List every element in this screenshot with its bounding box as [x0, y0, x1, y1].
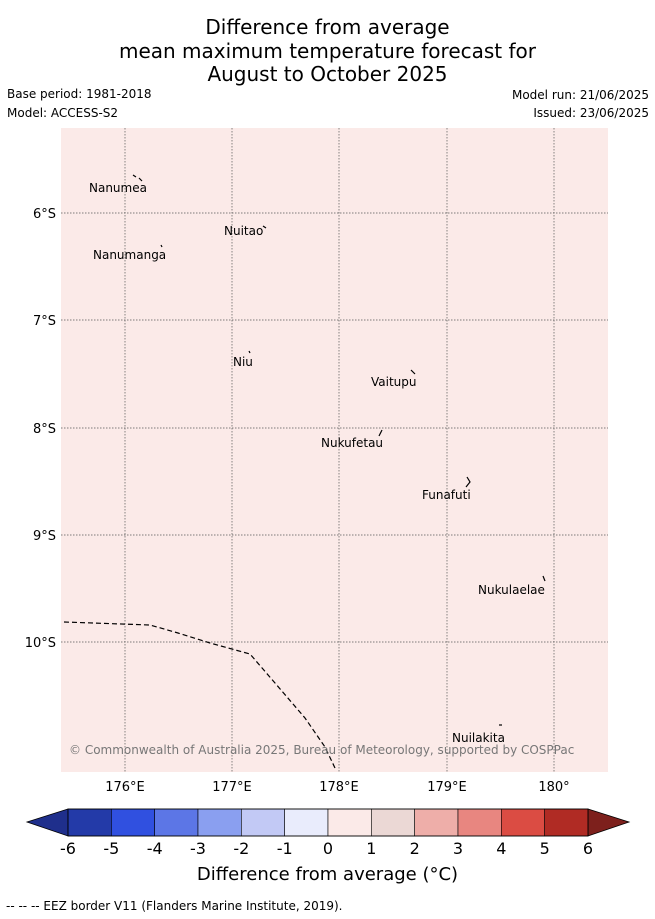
island-label-vaitupu: Vaitupu	[371, 375, 417, 389]
colorbar-tick: -1	[276, 839, 293, 858]
lon-tick-179e: 179°E	[427, 780, 467, 795]
colorbar-tick: -2	[233, 839, 250, 858]
colorbar-cell	[327, 808, 372, 837]
colorbar-tick: -3	[190, 839, 206, 858]
lat-tick-7s: 7°S	[33, 314, 56, 329]
island-shape-vaitupu	[410, 369, 416, 375]
colorbar-tick: -6	[60, 839, 76, 858]
lat-tick-9s: 9°S	[33, 529, 56, 544]
island-shape-nukufetau	[378, 429, 383, 437]
colorbar-frame	[67, 808, 589, 837]
island-shape-nanumea	[132, 174, 143, 182]
chart-title: Difference from average mean maximum tem…	[0, 15, 655, 87]
island-shape-nukulaelae	[542, 575, 546, 582]
lat-tick-8s: 8°S	[33, 422, 56, 437]
model-run: Model run: 21/06/2025	[511, 88, 649, 102]
colorbar-cell	[241, 808, 285, 837]
island-label-funafuti: Funafuti	[422, 488, 471, 502]
colorbar-tick: -4	[146, 839, 163, 858]
island-shape-nuitao	[262, 225, 267, 229]
base-period: Base period: 1981-2018	[7, 87, 152, 101]
lon-tick-180: 180°	[538, 780, 569, 795]
colorbar-cell	[111, 808, 155, 837]
lon-tick-178e: 178°E	[319, 780, 359, 795]
gridlines	[61, 128, 608, 772]
title-line-1: Difference from average	[205, 15, 450, 39]
colorbar-cell	[457, 808, 502, 837]
island-shape-niu	[248, 350, 251, 354]
colorbar-cell	[501, 808, 545, 837]
colorbar-tick: 3	[452, 839, 464, 858]
colorbar-tick: 0	[322, 839, 334, 858]
eez-border	[63, 621, 336, 769]
colorbar-cell	[414, 808, 459, 837]
colorbar-cell	[544, 808, 589, 837]
island-label-nuilakita: Nuilakita	[452, 731, 505, 745]
colorbar-cell	[197, 808, 242, 837]
eez-legend-note: -- -- -- EEZ border V11 (Flanders Marine…	[6, 899, 343, 913]
island-label-nukufetau: Nukufetau	[321, 436, 383, 450]
island-shape-nanumanga	[160, 244, 163, 248]
island-label-nanumanga: Nanumanga	[93, 248, 166, 262]
colorbar-cell	[67, 808, 112, 837]
island-shape-funafuti	[465, 476, 471, 488]
lat-tick-10s: 10°S	[25, 636, 56, 651]
colorbar-tick: 4	[496, 839, 507, 858]
island-shapes	[132, 174, 546, 726]
island-label-nanumea: Nanumea	[89, 181, 147, 195]
map-background	[61, 128, 608, 772]
colorbar-cell	[284, 808, 329, 837]
colorbar-cell	[154, 808, 199, 837]
title-line-2: mean maximum temperature forecast for	[118, 38, 536, 63]
model-name: Model: ACCESS-S2	[7, 106, 119, 120]
lon-tick-177e: 177°E	[212, 780, 252, 795]
title-line-3: August to October 2025	[207, 62, 448, 86]
colorbar-tick: -5	[103, 839, 120, 858]
colorbar-tick: 2	[409, 839, 420, 858]
colorbar	[25, 808, 631, 837]
island-label-nukulaelae: Nukulaelae	[478, 583, 545, 597]
lat-tick-6s: 6°S	[33, 207, 56, 222]
island-label-nuitao: Nuitao	[224, 224, 263, 238]
issued-date: Issued: 23/06/2025	[533, 106, 649, 120]
copyright-notice: © Commonwealth of Australia 2025, Bureau…	[69, 743, 574, 757]
colorbar-over-arrow	[587, 808, 631, 837]
colorbar-tick: 1	[366, 839, 377, 858]
colorbar-cell	[371, 808, 415, 837]
colorbar-label: Difference from average (°C)	[196, 864, 459, 885]
island-label-niu: Niu	[233, 355, 253, 369]
lon-tick-176e: 176°E	[105, 780, 145, 795]
colorbar-tick: 6	[582, 839, 594, 858]
colorbar-under-arrow	[25, 808, 69, 837]
colorbar-tick: 5	[539, 839, 550, 858]
